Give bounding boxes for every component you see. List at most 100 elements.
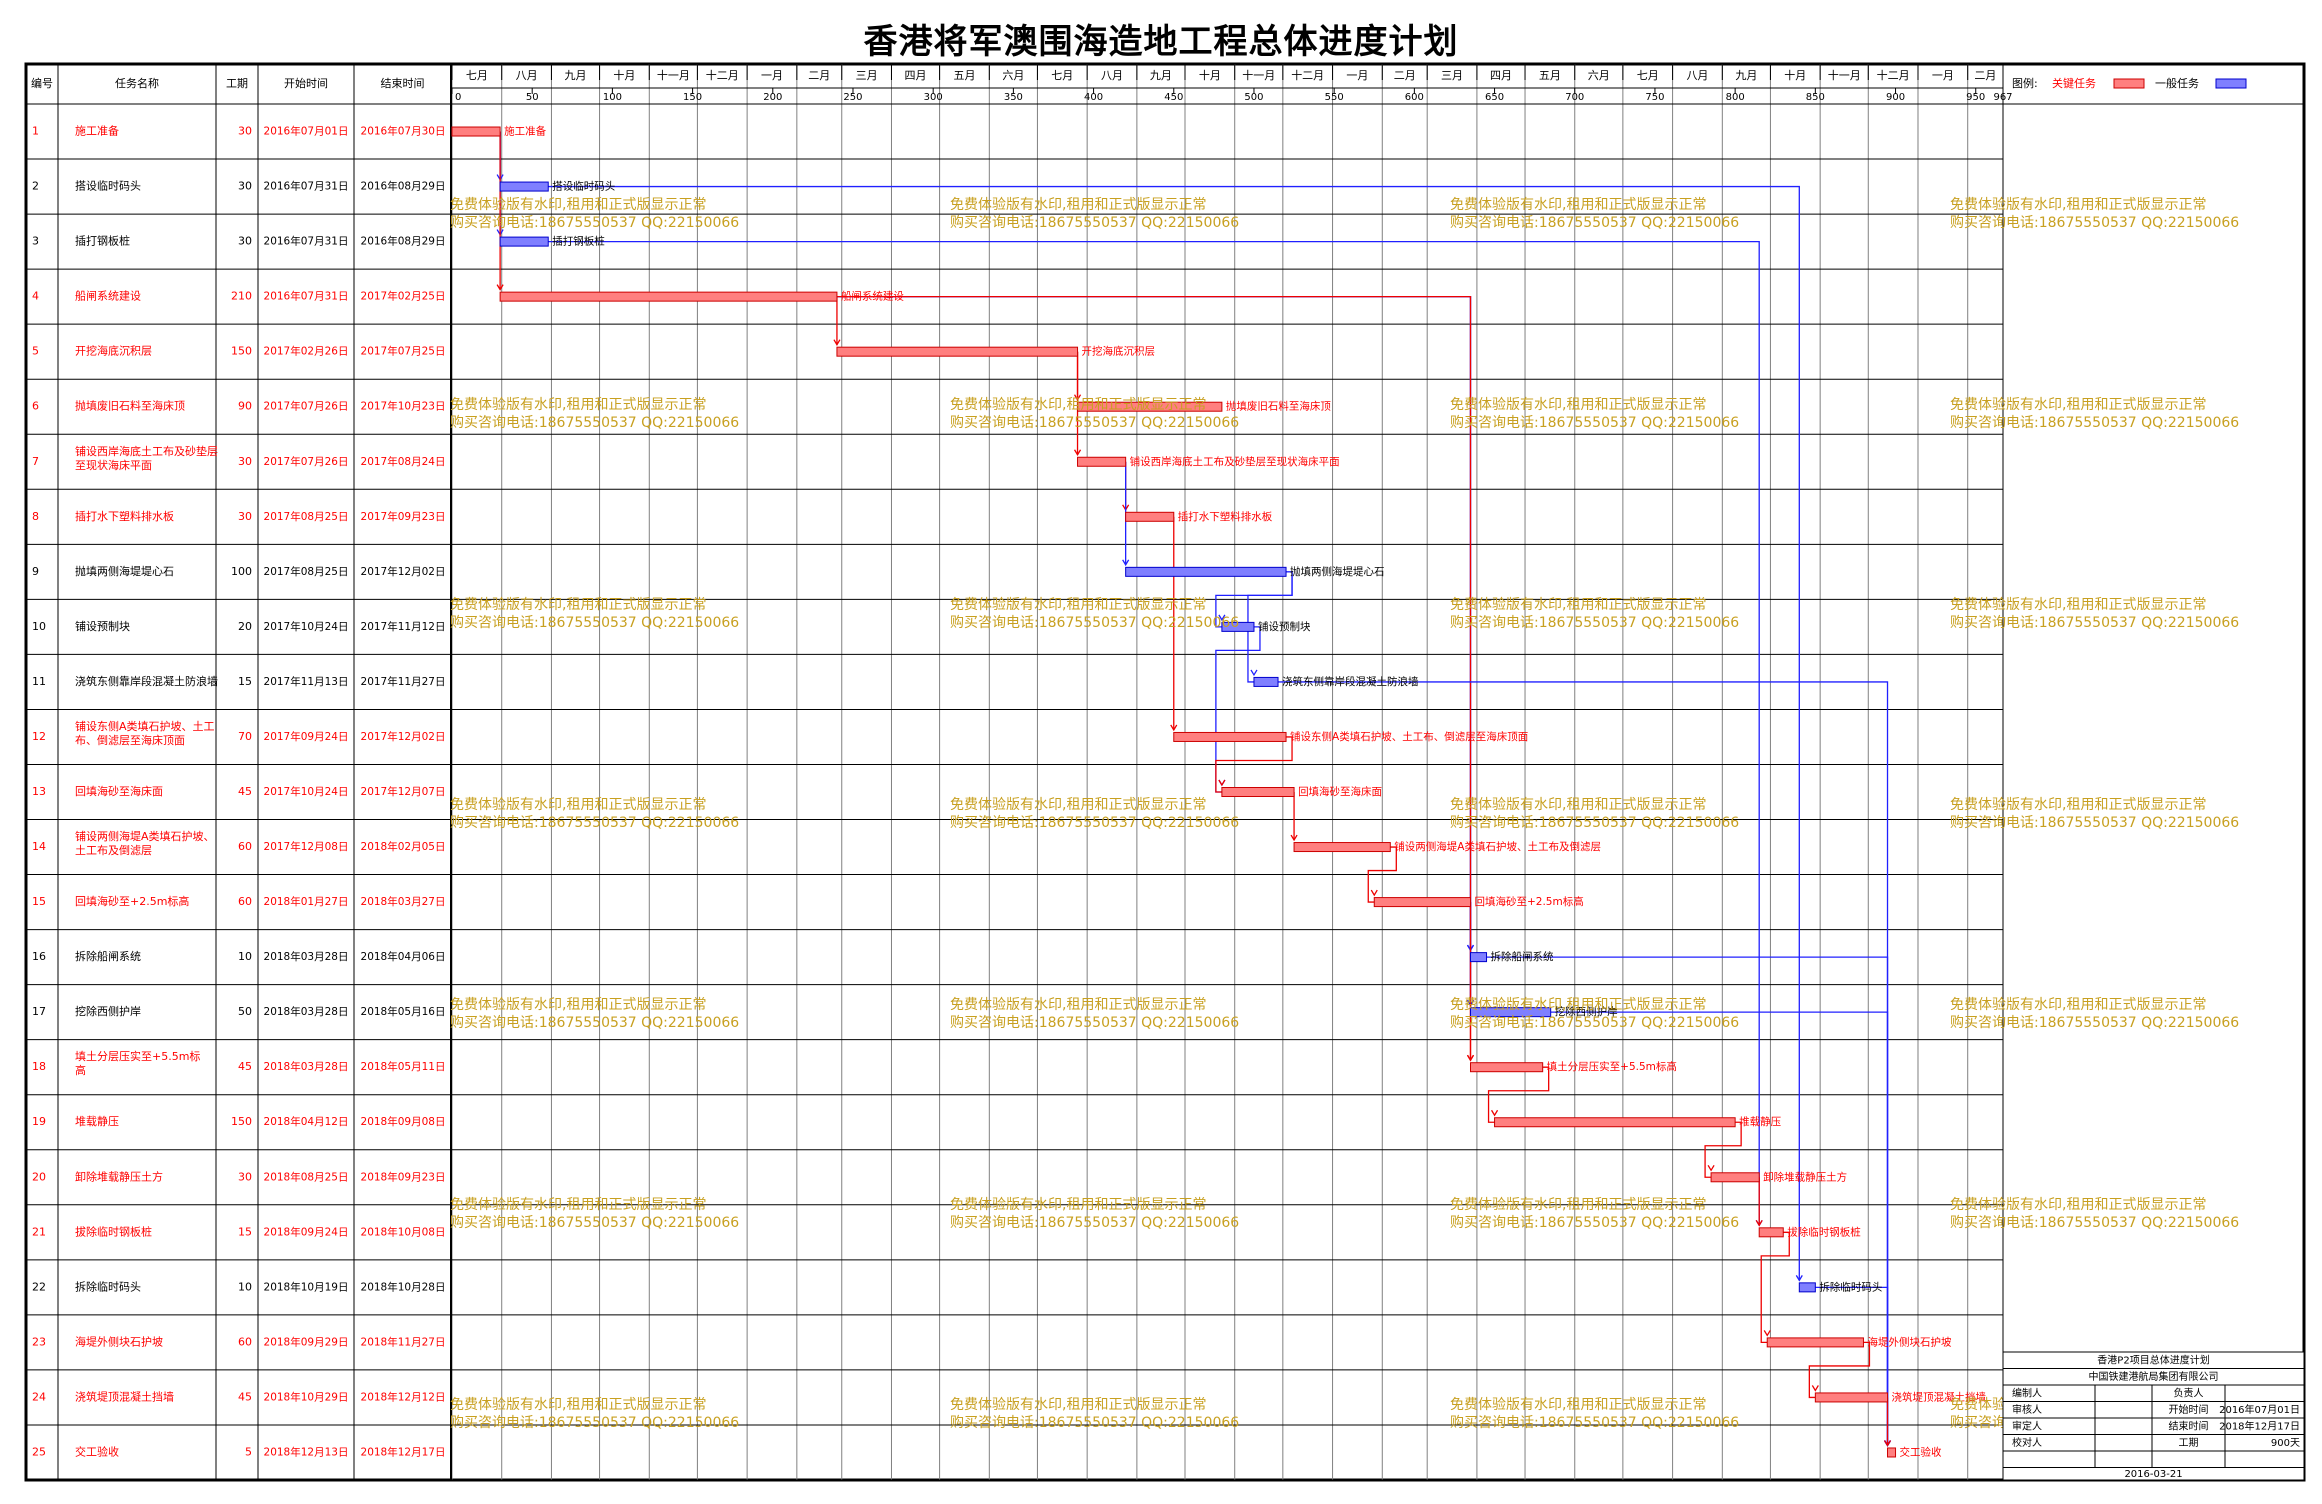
- task-bar-7[interactable]: [1077, 456, 1127, 467]
- watermark-text: 免费体验版有水印,租用和正式版显示正常: [450, 1397, 706, 1413]
- link-arrowhead: [1218, 614, 1226, 622]
- task-bar-22[interactable]: [1798, 1282, 1816, 1293]
- task-bar-label: 拆除临时码头: [1819, 1280, 1882, 1293]
- task-bar-19[interactable]: [1494, 1117, 1736, 1128]
- watermark-text: 购买咨询电话:18675550537 QQ:22150066: [1450, 415, 1739, 431]
- task-bar-label: 浇筑堤顶混凝土挡墙: [1892, 1390, 1987, 1403]
- day-tick-label: 200: [763, 92, 782, 103]
- watermark-text: 免费体验版有水印,租用和正式版显示正常: [1450, 797, 1706, 813]
- link-arrowhead: [1490, 1109, 1499, 1117]
- task-duration: 10: [238, 950, 252, 963]
- info-company: 中国铁建港航局集团有限公司: [2089, 1370, 2219, 1383]
- task-bar-15[interactable]: [1373, 897, 1471, 908]
- dependency-link: [548, 185, 1800, 1281]
- task-end: 2018年09月23日: [361, 1170, 446, 1183]
- task-bar-12[interactable]: [1173, 731, 1287, 742]
- task-id: 5: [32, 345, 39, 358]
- info-value: 900天: [2271, 1438, 2300, 1449]
- task-bar-17[interactable]: [1469, 1007, 1552, 1018]
- link-arrowhead: [1370, 889, 1378, 897]
- task-name: 开挖海底沉积层: [75, 344, 152, 358]
- day-tick-label: 350: [1004, 92, 1023, 103]
- task-bar-3[interactable]: [499, 236, 549, 247]
- task-bar-2[interactable]: [499, 181, 549, 192]
- task-bar-23[interactable]: [1766, 1337, 1864, 1348]
- task-bar-10[interactable]: [1221, 621, 1255, 632]
- month-label: 五月: [953, 69, 975, 82]
- task-bar-21[interactable]: [1758, 1227, 1784, 1238]
- watermark-text: 购买咨询电话:18675550537 QQ:22150066: [1450, 615, 1739, 631]
- task-bar-label: 铺设预制块: [1258, 620, 1311, 633]
- info-label: 负责人: [2174, 1386, 2204, 1399]
- legend-title: 图例:: [2012, 76, 2038, 90]
- task-bar-label: 铺设东侧A类填石护坡、土工布、倒滤层至海床顶面: [1290, 730, 1528, 743]
- day-tick-label: 950: [1966, 92, 1985, 103]
- dependency-link: [1487, 1066, 1550, 1123]
- task-name: 插打水下塑料排水板: [75, 509, 174, 523]
- watermark-text: 购买咨询电话:18675550537 QQ:22150066: [950, 415, 1239, 431]
- task-bar-13[interactable]: [1221, 787, 1295, 797]
- task-bar-20[interactable]: [1710, 1172, 1760, 1183]
- watermark-text: 购买咨询电话:18675550537 QQ:22150066: [450, 1215, 739, 1231]
- task-name: 浇筑堤顶混凝土挡墙: [75, 1389, 174, 1403]
- month-label: 十一月: [657, 68, 690, 82]
- month-label: 十月: [1199, 68, 1221, 82]
- task-bar-label: 开挖海底沉积层: [1082, 345, 1156, 358]
- task-bar-6[interactable]: [1077, 401, 1223, 412]
- task-start: 2016年07月31日: [264, 290, 349, 303]
- watermark-text: 免费体验版有水印,租用和正式版显示正常: [1450, 1397, 1706, 1413]
- day-tick-label: 550: [1325, 92, 1344, 103]
- task-name: 铺设西岸海底土工布及砂垫层至现状海床平面: [75, 444, 218, 472]
- task-duration: 10: [238, 1280, 252, 1293]
- task-bar-9[interactable]: [1125, 566, 1287, 577]
- task-duration: 30: [238, 125, 252, 138]
- month-label: 七月: [1051, 69, 1073, 82]
- dependency-link: [1704, 1121, 1742, 1178]
- task-bar-25[interactable]: [1887, 1447, 1897, 1458]
- link-arrowhead: [1755, 1219, 1763, 1227]
- task-end: 2017年12月07日: [361, 785, 446, 798]
- link-arrowhead: [1466, 1054, 1475, 1062]
- watermark-text: 购买咨询电话:18675550537 QQ:22150066: [950, 1415, 1239, 1431]
- link-arrowhead: [1250, 669, 1258, 677]
- task-name-line: 至现状海床平面: [75, 458, 152, 472]
- task-name: 抛填废旧石料至海床顶: [75, 399, 185, 413]
- task-end: 2018年09月08日: [361, 1115, 446, 1128]
- month-label: 六月: [1588, 69, 1610, 82]
- task-bar-4[interactable]: [499, 291, 838, 302]
- task-start: 2018年03月28日: [264, 1060, 349, 1073]
- task-bar-14[interactable]: [1293, 842, 1391, 853]
- task-duration: 45: [238, 1060, 252, 1073]
- task-bar-24[interactable]: [1814, 1392, 1889, 1403]
- month-label: 五月: [1539, 69, 1561, 82]
- task-bar-label: 回填海砂至海床面: [1298, 785, 1382, 798]
- task-bar-11[interactable]: [1253, 676, 1279, 687]
- task-bar-8[interactable]: [1125, 511, 1175, 522]
- month-label: 三月: [1441, 69, 1463, 82]
- task-end: 2018年10月08日: [361, 1225, 446, 1238]
- task-bar-label: 堆载静压: [1739, 1115, 1781, 1128]
- watermark-text: 免费体验版有水印,租用和正式版显示正常: [950, 797, 1206, 813]
- task-bar-18[interactable]: [1469, 1062, 1544, 1073]
- link-arrowhead: [833, 339, 841, 346]
- info-label: 编制人: [2012, 1386, 2042, 1399]
- task-end: 2017年12月02日: [361, 565, 446, 578]
- task-bar-16[interactable]: [1469, 952, 1488, 963]
- month-label: 四月: [905, 69, 927, 82]
- task-bar-5[interactable]: [836, 346, 1079, 357]
- task-bar-1[interactable]: [451, 126, 501, 137]
- task-duration: 60: [238, 895, 252, 908]
- task-id: 4: [32, 290, 39, 303]
- watermark-text: 免费体验版有水印,租用和正式版显示正常: [1450, 1197, 1706, 1213]
- watermark-text: 购买咨询电话:18675550537 QQ:22150066: [1950, 1215, 2239, 1231]
- task-name: 拔除临时钢板桩: [75, 1224, 152, 1238]
- day-tick-label: 300: [924, 92, 943, 103]
- task-end: 2016年08月29日: [361, 180, 446, 193]
- task-start: 2017年07月26日: [264, 400, 349, 413]
- dependency-link: [1760, 1231, 1790, 1344]
- watermark-text: 购买咨询电话:18675550537 QQ:22150066: [1450, 215, 1739, 231]
- task-duration: 100: [231, 565, 252, 578]
- watermark-text: 免费体验版有水印,租用和正式版显示正常: [1950, 797, 2206, 813]
- task-bar-label: 填土分层压实至+5.5m标高: [1547, 1060, 1677, 1073]
